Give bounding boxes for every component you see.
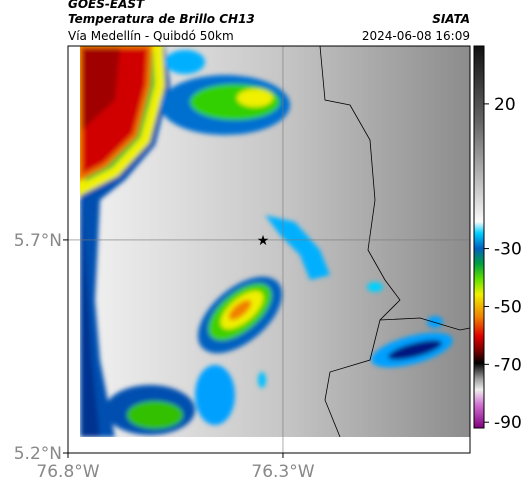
satellite-image: [80, 46, 470, 437]
x-tick-label: 76.8°W: [36, 462, 99, 482]
colorbar-tick-label: 20: [494, 95, 516, 115]
location-star: ★: [257, 233, 270, 249]
product: Temperatura de Brillo CH13: [68, 12, 255, 26]
route: Vía Medellín - Quibdó 50km: [68, 29, 234, 43]
colorbar: [473, 45, 485, 429]
y-tick-label: 5.7°N: [14, 231, 62, 251]
map-frame: [67, 45, 471, 454]
datetime: 2024-06-08 16:09: [362, 29, 470, 43]
colorbar-tick-label: -90: [494, 413, 522, 433]
colorbar-tick-label: -70: [494, 355, 522, 375]
x-tick-label: 76.3°W: [251, 462, 314, 482]
colorbar-tick-label: -30: [494, 240, 522, 260]
y-tick-label: 5.2°N: [14, 444, 62, 464]
satellite: GOES-EAST: [68, 0, 145, 11]
source: SIATA: [432, 12, 470, 26]
colorbar-tick-label: -50: [494, 297, 522, 317]
